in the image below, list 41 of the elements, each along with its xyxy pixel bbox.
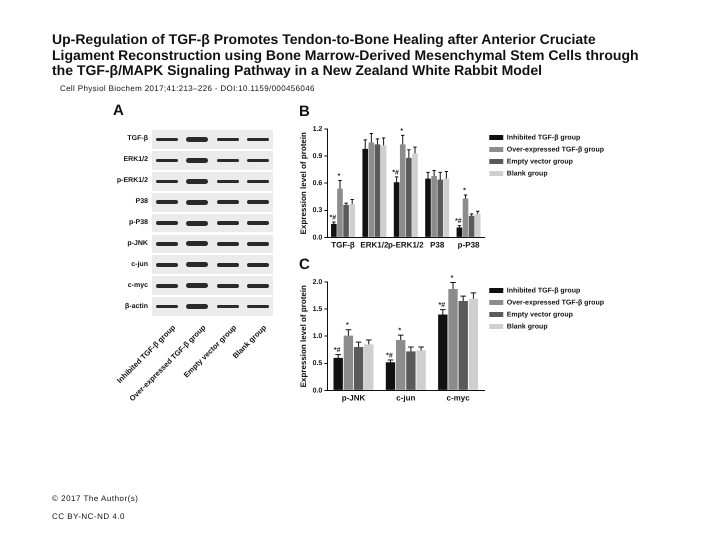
bar — [380, 145, 386, 237]
bar — [368, 142, 374, 237]
text: A — [113, 102, 124, 119]
x-tick-label: c-myc — [446, 393, 470, 402]
bar — [349, 204, 356, 237]
bar — [431, 176, 437, 237]
x-tick-label: p-P38 — [458, 240, 480, 250]
bar — [448, 289, 458, 390]
bar — [406, 158, 412, 237]
bar — [444, 178, 450, 237]
bar — [343, 204, 349, 237]
x-tick-label: TGF-β — [331, 240, 355, 250]
x-tick-label: c-jun — [396, 393, 416, 402]
bar — [474, 214, 481, 237]
bar — [344, 336, 354, 390]
x-tick-label: P38 — [430, 240, 445, 250]
x-tick-label: ERK1/2 — [360, 240, 389, 250]
x-tick-label: p-ERK1/2 — [388, 240, 424, 250]
bar — [364, 344, 374, 390]
bar — [468, 216, 474, 237]
bar — [468, 298, 478, 390]
bar — [354, 347, 364, 390]
text: © 2017 The Author(s) — [52, 494, 138, 503]
bar — [412, 153, 418, 237]
bar — [458, 300, 468, 390]
bar — [462, 198, 468, 237]
text: CC BY-NC-ND 4.0 — [52, 512, 125, 521]
y-axis-title: Expression level of protein — [299, 284, 308, 388]
chart-title: B — [299, 103, 310, 120]
bar — [400, 144, 406, 237]
text: Up-Regulation of TGF-β Promotes Tendon-to-Bone Healing after Anterior Cruciate Ligament Reconstruction using Bone Marrow-Derived Mesenchymal Stem Cells through the TGF-β/MAPK Signaling Pathway in a New Zealand White Rabbit Model — [52, 31, 640, 78]
x-tick-label: p-JNK — [342, 393, 366, 402]
bar — [416, 350, 426, 390]
bar — [337, 188, 343, 237]
bar — [437, 180, 444, 237]
y-axis-title: Expression level of protein — [299, 132, 308, 234]
bar — [406, 351, 416, 390]
text: Cell Physiol Biochem 2017;41:213–226 - DOI:10.1159/000456046 — [60, 84, 315, 93]
chart-title: C — [299, 256, 310, 274]
bar — [374, 144, 380, 237]
bar — [396, 340, 406, 390]
